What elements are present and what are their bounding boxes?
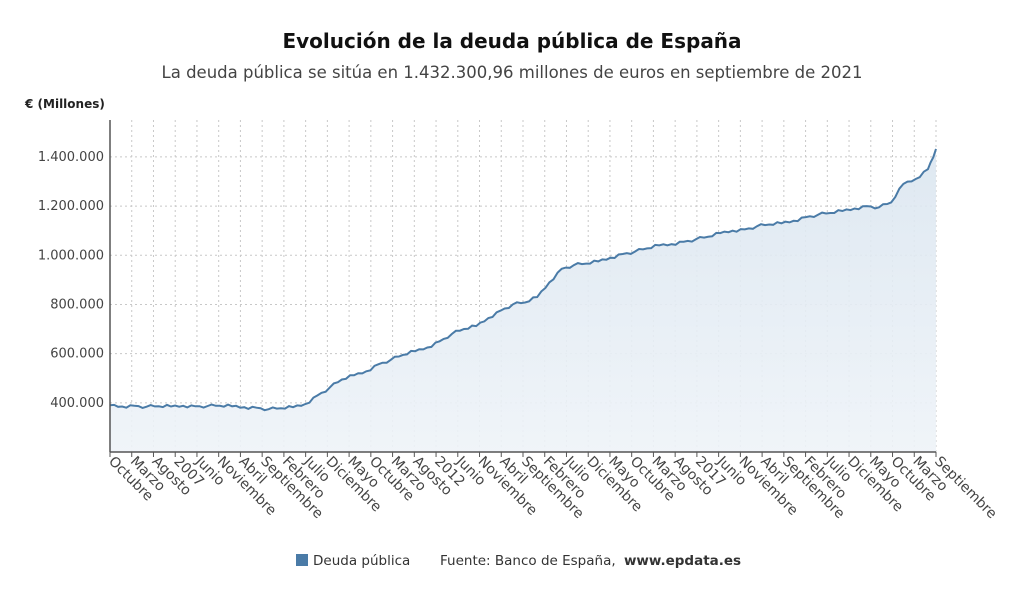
x-axis-ticks: OctubreMarzoAgosto2007JunioNoviembreAbri… <box>105 452 1000 522</box>
source-label: Fuente: Banco de España, <box>440 553 616 569</box>
series-area-fill <box>110 148 936 452</box>
y-tick-label: 800.000 <box>50 297 104 312</box>
legend-swatch <box>296 554 308 566</box>
legend: Deuda pública Fuente: Banco de España, w… <box>296 553 741 569</box>
legend-label: Deuda pública <box>313 553 410 569</box>
y-tick-label: 1.000.000 <box>38 248 104 263</box>
y-axis-label: € (Millones) <box>24 97 105 111</box>
data-area <box>109 148 937 452</box>
source-url[interactable]: www.epdata.es <box>624 553 741 569</box>
y-tick-label: 1.400.000 <box>38 150 104 165</box>
y-tick-label: 400.000 <box>50 396 104 411</box>
y-axis-ticks: 400.000 600.000 800.000 1.000.000 1.200.000 1… <box>38 150 104 411</box>
series-line <box>109 148 937 412</box>
chart-title: Evolución de la deuda pública de España <box>282 29 741 53</box>
chart-subtitle: La deuda pública se sitúa en 1.432.300,9… <box>162 63 863 82</box>
y-tick-label: 600.000 <box>50 347 104 362</box>
source-note: Fuente: Banco de España, www.epdata.es <box>440 553 741 569</box>
y-tick-label: 1.200.000 <box>38 199 104 214</box>
